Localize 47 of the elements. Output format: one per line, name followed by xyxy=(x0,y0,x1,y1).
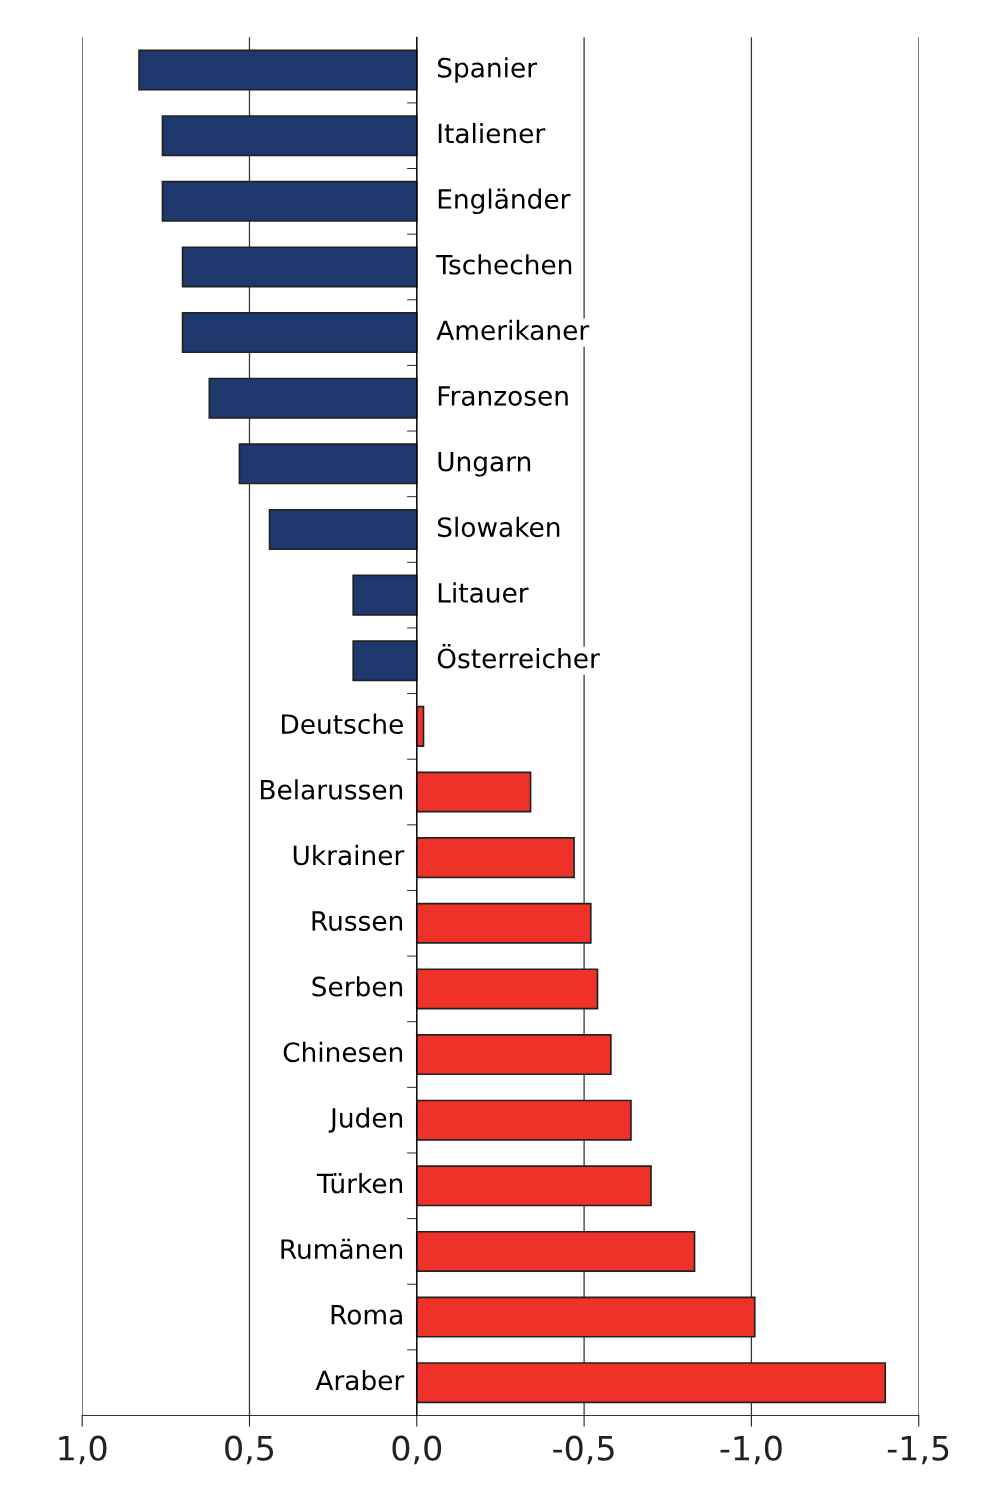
bar xyxy=(415,771,532,813)
y-tick-label: Ungarn xyxy=(438,451,531,477)
bar xyxy=(415,1099,632,1141)
bar xyxy=(181,312,418,354)
bar xyxy=(352,574,418,616)
bar xyxy=(161,115,418,157)
bar xyxy=(415,902,592,944)
x-tick-label: -1,0 xyxy=(720,1435,782,1465)
bar xyxy=(415,1230,696,1272)
y-tick-label: Russen xyxy=(312,911,403,931)
bar xyxy=(352,640,418,682)
y-tick-label: Italiener xyxy=(438,122,546,144)
y-tick-label: Tschechen xyxy=(436,254,572,275)
y-tick-label: Juden xyxy=(328,1107,403,1133)
y-tick-label: Franzosen xyxy=(438,386,568,406)
y-tick-label: Amerikaner xyxy=(436,319,590,341)
x-tick-label: -0,5 xyxy=(553,1435,614,1465)
bar xyxy=(181,246,418,288)
bar xyxy=(415,1362,887,1404)
y-tick-label: Litauer xyxy=(438,582,529,603)
bar xyxy=(238,443,418,485)
y-tick-label: Österreicher xyxy=(437,643,600,669)
x-tick-label: 0,0 xyxy=(392,1435,442,1465)
bar xyxy=(415,837,575,879)
bar xyxy=(138,49,418,91)
bar xyxy=(161,180,418,222)
bar xyxy=(415,1296,756,1338)
x-tick-label: -1,5 xyxy=(887,1435,949,1465)
y-tick-label: Slowaken xyxy=(437,516,560,538)
bar xyxy=(415,1034,612,1076)
y-tick-label: Rumänen xyxy=(281,1238,403,1260)
x-tick-label: 0,5 xyxy=(225,1435,274,1465)
y-tick-label: Belarussen xyxy=(261,779,403,800)
y-tick-label: Spanier xyxy=(437,57,538,83)
y-tick-label: Türken xyxy=(316,1173,403,1194)
y-tick-label: Chinesen xyxy=(283,1041,403,1063)
y-tick-label: Deutsche xyxy=(282,713,403,735)
bar xyxy=(415,1165,652,1207)
y-tick-label: Roma xyxy=(331,1305,402,1325)
y-tick-label: Engländer xyxy=(438,188,571,215)
y-tick-label: Serben xyxy=(312,976,403,997)
bar xyxy=(268,508,418,551)
bar xyxy=(415,968,599,1010)
x-tick-label: 1,0 xyxy=(59,1435,107,1465)
bar xyxy=(208,377,418,419)
y-tick-label: Ukrainer xyxy=(293,844,405,866)
y-tick-label: Araber xyxy=(315,1369,405,1391)
